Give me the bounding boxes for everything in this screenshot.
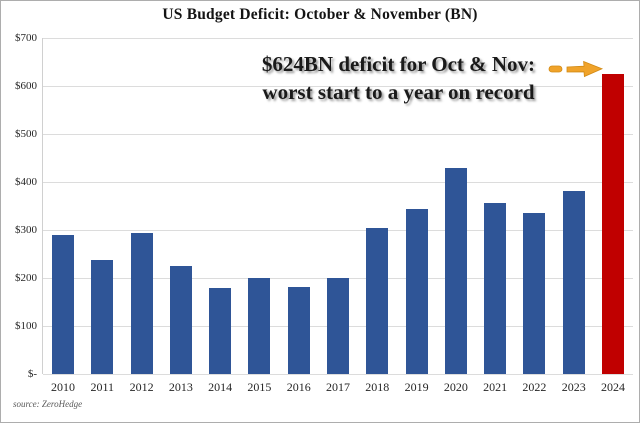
bar-2021	[484, 203, 507, 374]
y-tick-label: $500	[15, 128, 37, 140]
x-tick-label: 2015	[247, 380, 272, 394]
bar-2023	[562, 191, 585, 374]
bar-2018	[366, 228, 389, 374]
source-credit: source: ZeroHedge	[13, 399, 83, 409]
bar-2013	[169, 266, 192, 374]
y-tick-label: $-	[27, 368, 37, 380]
bar-2022	[523, 213, 546, 374]
arrow-icon	[548, 60, 604, 78]
x-tick-label: 2011	[90, 380, 115, 394]
bar-2010	[52, 235, 74, 374]
y-tick-label: $700	[15, 32, 37, 44]
x-tick-label: 2022	[522, 380, 547, 394]
x-tick-label: 2020	[443, 380, 468, 394]
bar-2019	[405, 209, 428, 374]
bar-2014	[209, 288, 232, 374]
gridline	[43, 38, 633, 39]
annotation-line-2: worst start to a year on record	[262, 80, 535, 104]
y-axis-line	[42, 38, 43, 374]
gridline	[43, 374, 633, 375]
x-tick-label: 2018	[365, 380, 390, 394]
y-tick-label: $200	[15, 272, 37, 284]
x-tick-label: 2012	[129, 380, 154, 394]
bar-2011	[91, 260, 114, 374]
annotation-line-1: $624BN deficit for Oct & Nov:	[261, 52, 536, 76]
bar-2024	[602, 74, 624, 374]
annotation: $624BN deficit for Oct & Nov: worst star…	[226, 50, 571, 106]
x-tick-label: 2021	[483, 380, 508, 394]
bar-2016	[287, 287, 310, 374]
chart-title: US Budget Deficit: October & November (B…	[162, 6, 478, 23]
x-tick-label: 2023	[561, 380, 586, 394]
gridline	[43, 134, 633, 135]
bar-2017	[327, 278, 349, 374]
y-tick-label: $600	[15, 80, 37, 92]
x-tick-label: 2017	[326, 380, 350, 394]
x-tick-label: 2014	[208, 380, 233, 394]
x-tick-label: 2019	[404, 380, 429, 394]
y-tick-label: $100	[15, 320, 37, 332]
x-tick-label: 2024	[601, 380, 625, 394]
gridline	[43, 86, 633, 87]
bar-2015	[248, 278, 271, 374]
gridline	[43, 230, 633, 231]
y-tick-label: $400	[15, 176, 37, 188]
bar-2020	[444, 168, 467, 374]
y-tick-label: $300	[15, 224, 37, 236]
gridline	[43, 182, 633, 183]
x-tick-label: 2010	[51, 380, 75, 394]
x-tick-label: 2013	[168, 380, 193, 394]
bar-2012	[130, 233, 153, 374]
x-tick-label: 2016	[286, 380, 311, 394]
